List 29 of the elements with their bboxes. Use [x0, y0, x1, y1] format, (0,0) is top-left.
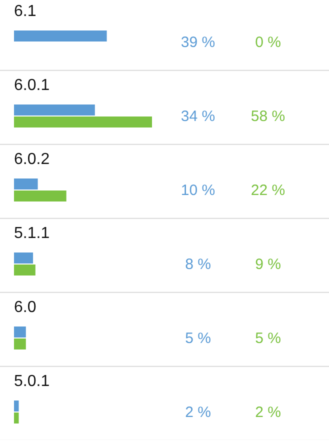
bar	[14, 104, 95, 116]
data-label: 9 %	[255, 256, 281, 273]
data-label: 2 %	[255, 404, 281, 421]
bar	[14, 116, 152, 128]
bar	[14, 264, 36, 276]
y-tick-label: 5.0.1	[14, 373, 50, 390]
y-tick-label: 6.1	[14, 3, 36, 20]
data-label: 39 %	[180, 34, 216, 51]
bar	[14, 190, 66, 202]
y-tick-label: 6.0	[14, 299, 36, 316]
data-label: 8 %	[185, 256, 211, 273]
y-tick-label: 6.0.1	[14, 77, 50, 94]
data-label: 2 %	[185, 404, 211, 421]
data-label: 22 %	[250, 182, 286, 199]
bar	[14, 400, 19, 412]
bar	[14, 252, 34, 264]
bar	[14, 412, 19, 424]
data-label: 58 %	[250, 108, 286, 125]
data-label: 5 %	[185, 330, 211, 347]
y-tick-label: 6.0.2	[14, 151, 50, 168]
data-label: 34 %	[180, 108, 216, 125]
data-label: 0 %	[255, 34, 281, 51]
bar	[14, 326, 26, 338]
bar	[14, 338, 26, 350]
bar	[14, 178, 38, 190]
data-label: 10 %	[180, 182, 216, 199]
bar	[14, 30, 107, 42]
data-label: 5 %	[255, 330, 281, 347]
y-tick-label: 5.1.1	[14, 225, 50, 242]
